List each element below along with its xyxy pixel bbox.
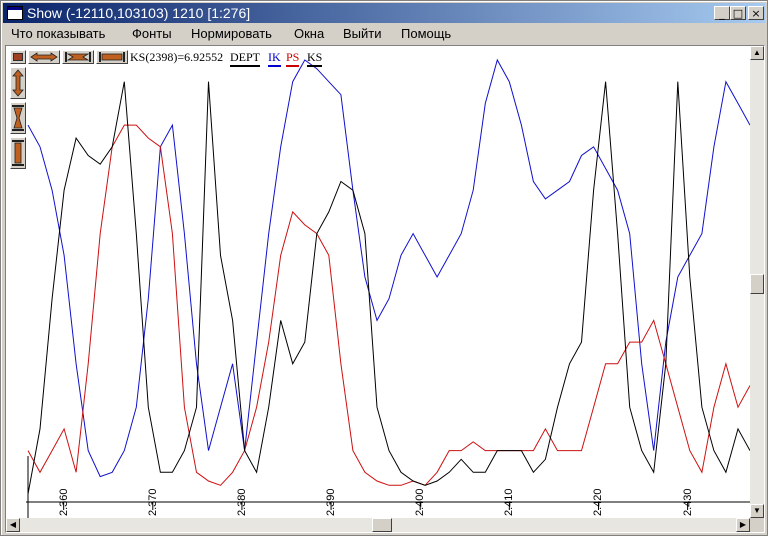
expand-horizontal-icon: [99, 52, 125, 62]
stretch-vertical-button[interactable]: [10, 67, 26, 99]
menu-fonts[interactable]: Фонты: [132, 26, 172, 41]
stretch-horizontal-button[interactable]: [28, 50, 60, 64]
legend-ik[interactable]: IK: [268, 50, 281, 67]
menu-what-to-show[interactable]: Что показывать: [11, 26, 106, 41]
menu-normalize[interactable]: Нормировать: [191, 26, 272, 41]
x-tick-label: 2.430: [681, 488, 694, 516]
scrollbar-corner: [750, 518, 764, 532]
x-tick-label: 2.420: [592, 488, 605, 516]
close-button[interactable]: ×: [748, 6, 764, 20]
shrink-vertical-button[interactable]: [10, 102, 26, 134]
scroll-left-button[interactable]: ◀: [6, 518, 20, 532]
expand-horizontal-button[interactable]: [96, 50, 128, 64]
scroll-down-button[interactable]: ▼: [750, 504, 764, 518]
scroll-right-button[interactable]: ▶: [736, 518, 750, 532]
value-readout: KS(2398)=6.92552: [130, 50, 224, 64]
menu-exit[interactable]: Выйти: [343, 26, 382, 41]
menu-bar: Что показывать Фонты Нормировать Окна Вы…: [3, 24, 765, 44]
window-title: Show (-12110,103103) 1210 [1:276]: [27, 5, 251, 21]
curve-ps: [27, 124, 750, 486]
menu-windows[interactable]: Окна: [294, 26, 325, 41]
log-plot-area[interactable]: KS(2398)=6.92552 DEPT IK PS KS 2.360 2.37…: [5, 45, 765, 533]
legend-ps[interactable]: PS: [286, 50, 300, 67]
x-tick-label: 2.390: [325, 488, 338, 516]
title-bar[interactable]: Show (-12110,103103) 1210 [1:276] _ □ ×: [3, 3, 765, 23]
horizontal-scrollbar[interactable]: ◀ ▶: [6, 518, 750, 532]
log-chart: [26, 58, 750, 518]
stretch-horizontal-icon: [30, 52, 58, 62]
vertical-scroll-thumb[interactable]: [750, 274, 764, 294]
expand-vertical-button[interactable]: [10, 137, 26, 169]
maximize-button[interactable]: □: [730, 6, 746, 20]
menu-help[interactable]: Помощь: [401, 26, 452, 41]
shrink-vertical-icon: [12, 105, 24, 131]
zoom-out-both-button[interactable]: [10, 50, 26, 64]
stretch-vertical-icon: [12, 69, 24, 97]
horizontal-scroll-thumb[interactable]: [372, 518, 392, 532]
x-tick-label: 2.360: [57, 488, 70, 516]
minimize-button[interactable]: _: [714, 6, 730, 20]
scroll-up-button[interactable]: ▲: [750, 46, 764, 60]
x-tick-label: 2.380: [235, 488, 248, 516]
zoom-out-both-icon: [13, 53, 23, 61]
app-window-icon[interactable]: [7, 6, 23, 20]
curve-ik: [27, 58, 750, 478]
x-tick-label: 2.410: [503, 488, 516, 516]
legend-ks[interactable]: KS: [307, 50, 323, 67]
curve-ks: [27, 81, 750, 495]
shrink-horizontal-button[interactable]: [62, 50, 94, 64]
x-tick-label: 2.370: [146, 488, 159, 516]
x-tick-label: 2.400: [414, 488, 427, 516]
expand-vertical-icon: [12, 140, 24, 166]
vertical-scrollbar[interactable]: ▲ ▼: [750, 46, 764, 518]
shrink-horizontal-icon: [65, 52, 91, 62]
legend-dept[interactable]: DEPT: [230, 50, 260, 67]
